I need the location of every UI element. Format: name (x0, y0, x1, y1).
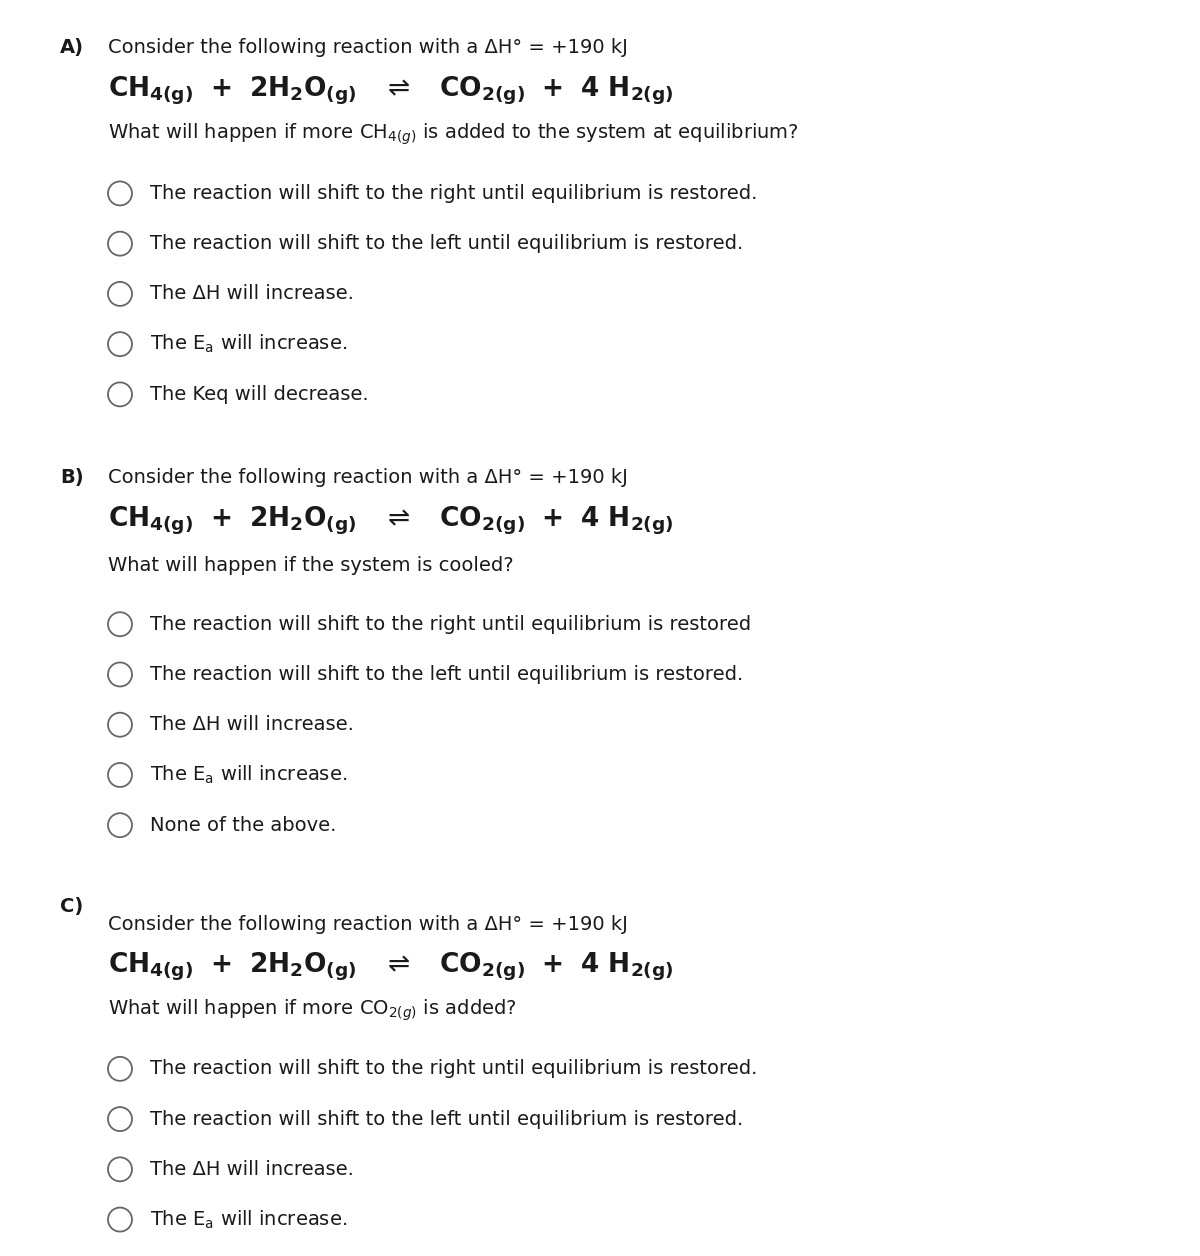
Text: The E$_\mathrm{a}$ will increase.: The E$_\mathrm{a}$ will increase. (150, 1208, 347, 1231)
Text: The ΔH will increase.: The ΔH will increase. (150, 715, 354, 735)
Text: The E$_\mathrm{a}$ will increase.: The E$_\mathrm{a}$ will increase. (150, 764, 347, 786)
Text: Consider the following reaction with a ΔH° = +190 kJ: Consider the following reaction with a Δ… (108, 38, 628, 58)
Text: The E$_\mathrm{a}$ will increase.: The E$_\mathrm{a}$ will increase. (150, 333, 347, 355)
Text: The reaction will shift to the left until equilibrium is restored.: The reaction will shift to the left unti… (150, 234, 743, 254)
Text: The reaction will shift to the left until equilibrium is restored.: The reaction will shift to the left unti… (150, 1109, 743, 1129)
Text: Consider the following reaction with a ΔH° = +190 kJ: Consider the following reaction with a Δ… (108, 914, 628, 934)
Text: A): A) (60, 38, 84, 58)
Text: The reaction will shift to the right until equilibrium is restored.: The reaction will shift to the right unt… (150, 183, 757, 203)
Text: The ΔH will increase.: The ΔH will increase. (150, 1159, 354, 1179)
Text: What will happen if more CO$_{2(g)}$ is added?: What will happen if more CO$_{2(g)}$ is … (108, 997, 517, 1022)
Text: B): B) (60, 467, 84, 487)
Text: The Keq will decrease.: The Keq will decrease. (150, 384, 368, 404)
Text: The reaction will shift to the right until equilibrium is restored.: The reaction will shift to the right unt… (150, 1059, 757, 1079)
Text: What will happen if the system is cooled?: What will happen if the system is cooled… (108, 555, 514, 575)
Text: $\mathbf{CH_{4(g)}}$  $\mathbf{+}$  $\mathbf{2H_2O_{(g)}}$   $\rightleftharpoons: $\mathbf{CH_{4(g)}}$ $\mathbf{+}$ $\math… (108, 951, 673, 983)
Text: The ΔH will increase.: The ΔH will increase. (150, 284, 354, 304)
Text: $\mathbf{CH_{4(g)}}$  $\mathbf{+}$  $\mathbf{2H_2O_{(g)}}$   $\rightleftharpoons: $\mathbf{CH_{4(g)}}$ $\mathbf{+}$ $\math… (108, 74, 673, 107)
Text: $\mathbf{CH_{4(g)}}$  $\mathbf{+}$  $\mathbf{2H_2O_{(g)}}$   $\rightleftharpoons: $\mathbf{CH_{4(g)}}$ $\mathbf{+}$ $\math… (108, 505, 673, 538)
Text: What will happen if more CH$_{4(g)}$ is added to the system at equilibrium?: What will happen if more CH$_{4(g)}$ is … (108, 122, 799, 147)
Text: Consider the following reaction with a ΔH° = +190 kJ: Consider the following reaction with a Δ… (108, 467, 628, 487)
Text: None of the above.: None of the above. (150, 815, 336, 835)
Text: The reaction will shift to the right until equilibrium is restored: The reaction will shift to the right unt… (150, 614, 751, 634)
Text: The reaction will shift to the left until equilibrium is restored.: The reaction will shift to the left unti… (150, 664, 743, 685)
Text: C): C) (60, 897, 83, 917)
